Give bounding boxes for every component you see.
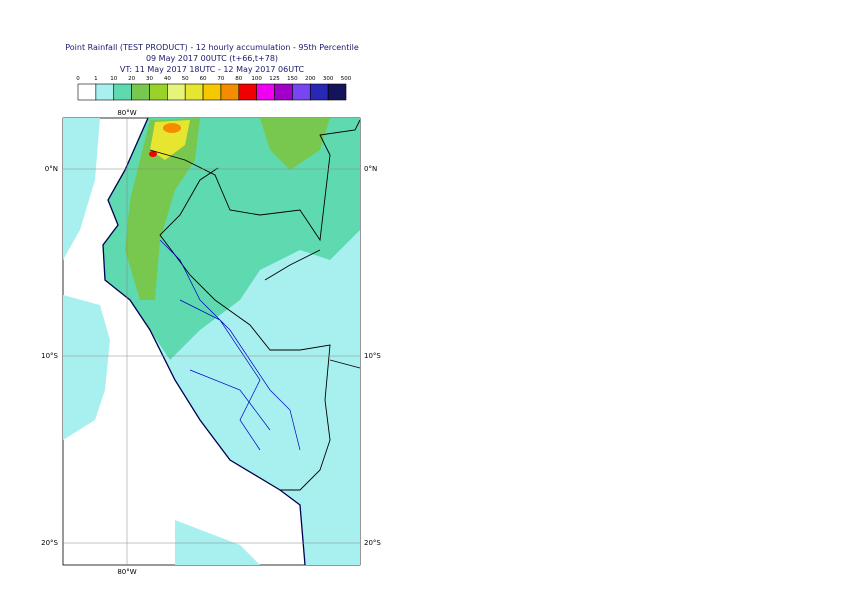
- legend-swatch: [131, 83, 150, 101]
- legend-label: 70: [217, 76, 224, 82]
- lat-label: 0°N: [364, 165, 377, 173]
- legend-label: 40: [164, 76, 171, 82]
- ocean-rain: [63, 118, 100, 260]
- ocean-rain: [63, 295, 110, 440]
- legend-swatch: [327, 83, 347, 101]
- lat-label: 20°S: [364, 539, 381, 547]
- legend-swatch: [256, 83, 275, 101]
- lat-label: 0°N: [45, 165, 58, 173]
- map: 0°N 0°N 10°S 10°S 20°S 20°S 80°W 80°W: [41, 109, 381, 576]
- heavy-rain: [163, 123, 181, 133]
- legend: 0 1 10 20 30 40 50 60 70 80 100 125 150 200 300 500: [76, 76, 352, 101]
- legend-label: 10: [110, 76, 117, 82]
- heavy-rain: [125, 118, 200, 300]
- legend-label: 300: [323, 76, 334, 82]
- legend-label: 0: [76, 76, 80, 82]
- lon-label: 80°W: [117, 568, 136, 576]
- legend-label: 30: [146, 76, 153, 82]
- legend-label: 100: [251, 76, 262, 82]
- legend-swatch: [95, 83, 115, 101]
- borders: [149, 119, 361, 491]
- lon-label: 80°W: [117, 109, 136, 117]
- legend-swatch: [149, 83, 168, 101]
- legend-swatch: [184, 83, 204, 101]
- legend-label: 500: [341, 76, 352, 82]
- legend-label: 125: [269, 76, 280, 82]
- header: Point Rainfall (TEST PRODUCT) - 12 hourl…: [65, 43, 359, 74]
- legend-label: 60: [200, 76, 207, 82]
- legend-label: 80: [235, 76, 242, 82]
- legend-swatch: [77, 83, 97, 101]
- legend-swatch: [274, 83, 293, 101]
- legend-swatch: [292, 83, 311, 101]
- regions: [159, 239, 301, 451]
- legend-label: 200: [305, 76, 316, 82]
- legend-swatch: [113, 83, 132, 101]
- title-line: Point Rainfall (TEST PRODUCT) - 12 hourl…: [65, 43, 359, 52]
- heavy-rain: [260, 118, 330, 170]
- legend-label: 150: [287, 76, 298, 82]
- heavy-rain: [149, 151, 157, 157]
- ocean-rain: [175, 520, 260, 565]
- lat-label: 10°S: [41, 352, 58, 360]
- legend-label: 50: [182, 76, 189, 82]
- legend-swatch: [202, 83, 222, 101]
- legend-swatch: [238, 83, 257, 101]
- legend-swatch: [309, 83, 329, 101]
- lat-label: 10°S: [364, 352, 381, 360]
- legend-label: 1: [94, 76, 98, 82]
- title-line: 09 May 2017 00UTC (t+66,t+78): [146, 54, 278, 63]
- legend-swatch: [220, 83, 240, 101]
- title-line: VT: 11 May 2017 18UTC - 12 May 2017 06UT…: [120, 65, 305, 74]
- legend-label: 20: [128, 76, 135, 82]
- coastline: [102, 117, 306, 566]
- lat-label: 20°S: [41, 539, 58, 547]
- legend-swatch: [167, 83, 186, 101]
